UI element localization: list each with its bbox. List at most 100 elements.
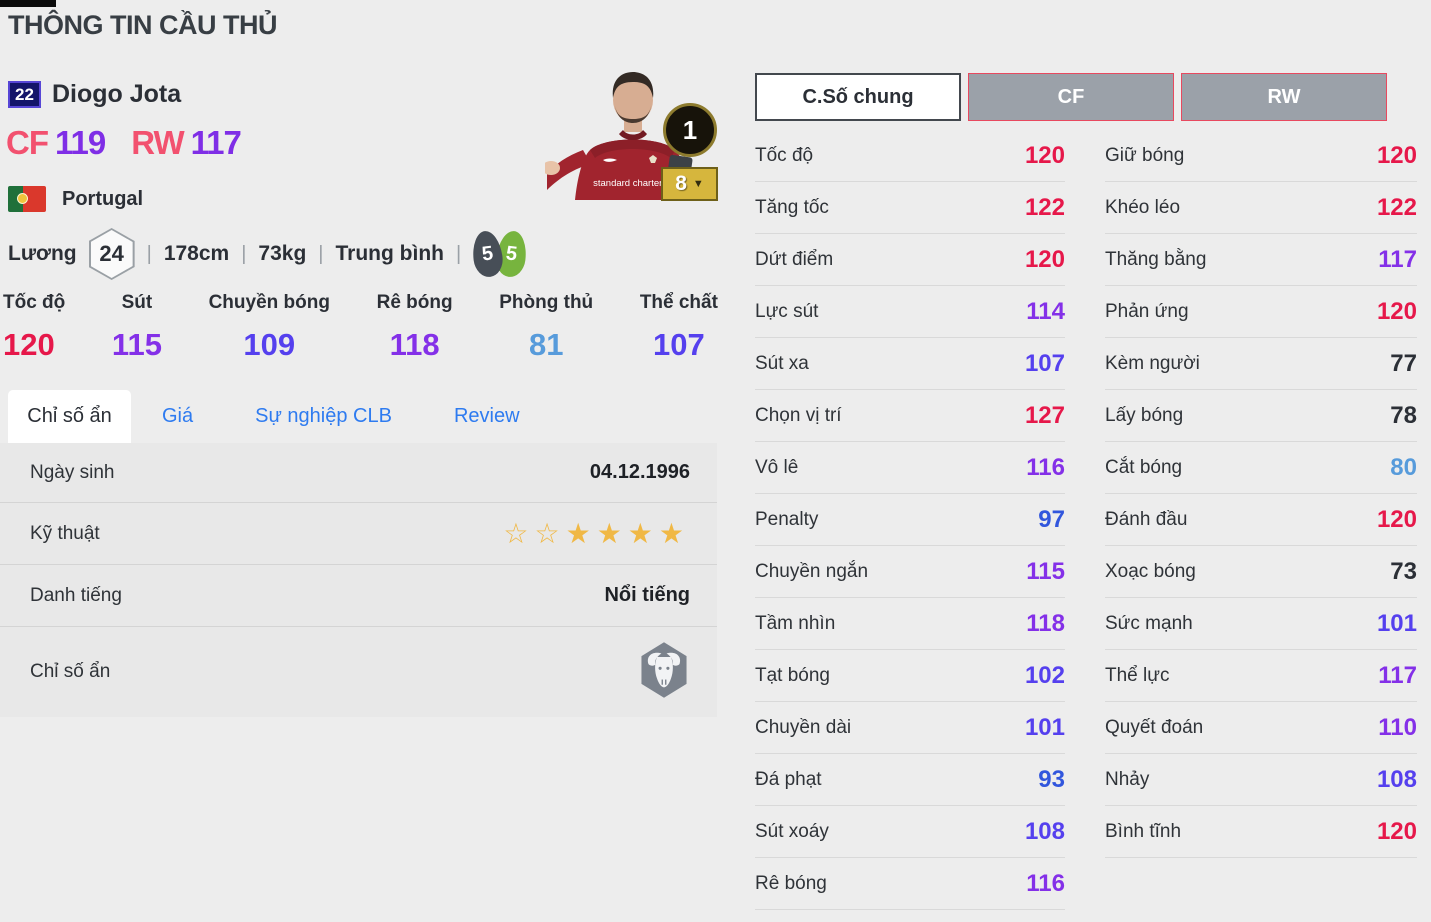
- row-label: Kỹ thuật: [30, 522, 100, 544]
- tab-gia[interactable]: Giá: [162, 405, 194, 427]
- weight-value: 73kg: [258, 242, 307, 265]
- tab-cf-stats[interactable]: CF: [968, 73, 1174, 121]
- player-name: Diogo Jota: [52, 80, 182, 108]
- jersey-number-badge: 22: [8, 81, 41, 108]
- nationality-row: Portugal: [8, 186, 143, 212]
- stat-row: Chuyền ngắn 115: [755, 546, 1065, 598]
- row-label: Chỉ số ẩn: [30, 661, 111, 682]
- stat-value: 109: [243, 327, 296, 362]
- stat-row: Kèm người 77: [1105, 338, 1417, 390]
- stat-label: Khéo léo: [1105, 196, 1181, 218]
- stat-row: Sút xoáy 108: [755, 806, 1065, 858]
- page-title: THÔNG TIN CẦU THỦ: [8, 10, 277, 40]
- stat-value: 120: [1024, 245, 1065, 273]
- stat-label: Phản ứng: [1105, 300, 1189, 322]
- tab-su-nghiep-clb[interactable]: Sự nghiệp CLB: [255, 405, 392, 427]
- stat-value: 101: [1024, 713, 1065, 741]
- stat-label: Đá phạt: [755, 768, 822, 790]
- detail-column-left: Tốc độ 120 Tăng tốc 122 Dứt điểm 120 Lực…: [755, 130, 1065, 910]
- stat-row: Lấy bóng 78: [1105, 390, 1417, 442]
- stat-label: Quyết đoán: [1105, 716, 1204, 738]
- stat-label: Thể chất: [639, 292, 718, 313]
- stat-row: Thể lực 117: [1105, 650, 1417, 702]
- position-label-rw: RW: [131, 124, 184, 161]
- stat-row: Tầm nhìn 118: [755, 598, 1065, 650]
- stat-row: Cắt bóng 80: [1105, 442, 1417, 494]
- bull-hexagon-icon: [638, 641, 690, 704]
- stat-label: Tạt bóng: [755, 664, 830, 686]
- stat-value: 120: [1376, 141, 1417, 169]
- stat-value: 118: [1026, 609, 1065, 637]
- stat-label: Lấy bóng: [1105, 404, 1184, 426]
- tab-chi-so-an[interactable]: Chỉ số ẩn: [8, 390, 131, 443]
- stat-value: 117: [1378, 245, 1417, 273]
- growth-value: 8: [675, 172, 687, 195]
- stat-value: 97: [1038, 505, 1065, 533]
- row-label: Ngày sinh: [30, 461, 115, 483]
- stat-label: Lực sút: [755, 300, 819, 322]
- level-badge: 1: [663, 103, 717, 157]
- stat-row: Dứt điểm 120: [755, 234, 1065, 286]
- reputation-value: Nổi tiếng: [604, 584, 690, 606]
- stat-label: Nhảy: [1105, 768, 1150, 790]
- stat-label: Chọn vị trí: [755, 404, 842, 426]
- stat-value: 102: [1024, 661, 1065, 689]
- stat-label: Rê bóng: [376, 292, 453, 313]
- stat-value: 93: [1038, 765, 1065, 793]
- tab-general-stats[interactable]: C.Số chung: [755, 73, 961, 121]
- position-rating-rw: 117: [190, 124, 242, 161]
- stat-row: Sức mạnh 101: [1105, 598, 1417, 650]
- stat-label: Sút xa: [755, 352, 809, 374]
- stat-value: 122: [1024, 193, 1065, 221]
- stat-row: Xoạc bóng 73: [1105, 546, 1417, 598]
- stat-value: 73: [1390, 557, 1417, 585]
- flag-emblem: [17, 193, 28, 204]
- stat-value: 122: [1376, 193, 1417, 221]
- table-row-reputation: Danh tiếng Nổi tiếng: [0, 565, 717, 627]
- birthdate-value: 04.12.1996: [589, 461, 690, 483]
- table-row-birthdate: Ngày sinh 04.12.1996: [0, 443, 717, 503]
- stat-row: Thăng bằng 117: [1105, 234, 1417, 286]
- stat-row: Chọn vị trí 127: [755, 390, 1065, 442]
- nationality-label: Portugal: [62, 187, 144, 210]
- growth-dropdown[interactable]: 8 ▼: [661, 167, 718, 201]
- tab-rw-stats[interactable]: RW: [1181, 73, 1387, 121]
- stat-label: Xoạc bóng: [1105, 560, 1196, 582]
- stat-value: 115: [111, 327, 162, 362]
- stat-value: 78: [1390, 401, 1417, 429]
- stat-label: Tốc độ: [3, 292, 66, 313]
- stat-row: Vô lê 116: [755, 442, 1065, 494]
- stat-label: Thể lực: [1105, 664, 1170, 686]
- detail-stats-pane: Tốc độ 120 Tăng tốc 122 Dứt điểm 120 Lực…: [755, 130, 1417, 910]
- stat-row: Bình tĩnh 120: [1105, 806, 1417, 858]
- stat-value: 80: [1390, 453, 1417, 481]
- stat-value: 120: [1376, 505, 1417, 533]
- top-left-bar: [0, 0, 56, 7]
- stat-value: 110: [1378, 713, 1417, 741]
- stat-row: Giữ bóng 120: [1105, 130, 1417, 182]
- stat-label: Tầm nhìn: [755, 612, 836, 634]
- stat-label: Thăng bằng: [1105, 248, 1207, 270]
- stat-label: Phòng thủ: [499, 292, 594, 313]
- player-header: 22 Diogo Jota: [8, 80, 181, 109]
- stat-value: 118: [389, 327, 440, 362]
- stat-label: Bình tĩnh: [1105, 820, 1182, 842]
- stat-value: 116: [1026, 869, 1065, 897]
- stat-value: 115: [1026, 557, 1065, 585]
- stat-label: Chuyền ngắn: [755, 560, 869, 582]
- summary-stat: Thể chất 107: [640, 292, 718, 363]
- tab-bar: Chỉ số ẩn Giá Sự nghiệp CLB Review: [8, 390, 551, 443]
- stat-label: Giữ bóng: [1105, 144, 1185, 166]
- skill-stars: ☆☆★★★★: [503, 517, 690, 549]
- stat-label: Chuyền dài: [755, 716, 852, 738]
- stat-label: Sức mạnh: [1105, 612, 1193, 634]
- stat-label: Chuyền bóng: [208, 292, 330, 313]
- stat-row: Đánh đầu 120: [1105, 494, 1417, 546]
- stat-label: Cắt bóng: [1105, 456, 1183, 478]
- stat-value: 120: [3, 327, 55, 362]
- tab-review[interactable]: Review: [453, 405, 520, 427]
- summary-stats: Tốc độ 120 Sút 115 Chuyền bóng 109 Rê bó…: [3, 292, 718, 363]
- stat-value: 107: [653, 327, 705, 362]
- portugal-flag-icon: [8, 186, 46, 212]
